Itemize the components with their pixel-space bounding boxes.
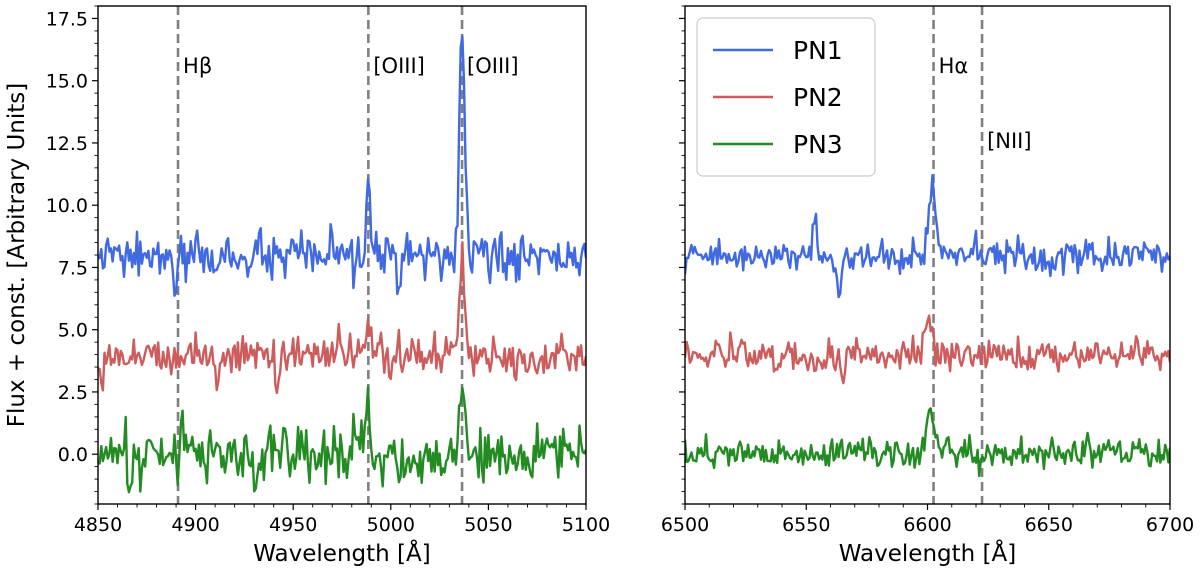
left-panel: Hβ [OIII] [OIII] 4850 4900 4950 5000 5050 5100 0.… — [4, 5, 610, 567]
left-series-pn2 — [98, 241, 586, 395]
left-y-tick-label: 15.0 — [46, 71, 88, 93]
left-series-pn1 — [98, 35, 586, 297]
right-emission-line-label-0: Hα — [939, 54, 969, 78]
legend: PN1 PN2 PN3 — [696, 17, 876, 177]
right-panel: Hα [NII] 6500 6550 6600 6650 6700 Wavelength [Å… — [661, 5, 1194, 567]
right-series-pn2 — [685, 314, 1170, 385]
left-y-tick-label: 12.5 — [46, 133, 88, 155]
right-x-axis-title: Wavelength [Å] — [839, 539, 1016, 567]
legend-label-pn2: PN2 — [793, 83, 843, 112]
left-x-axis-title: Wavelength [Å] — [253, 539, 430, 567]
left-series-pn3 — [98, 386, 586, 494]
left-x-tick-label: 5100 — [562, 514, 610, 536]
left-y-tick-label: 17.5 — [46, 8, 88, 30]
right-x-tick-label: 6550 — [782, 514, 830, 536]
right-emission-line-label-1: [NII] — [987, 129, 1031, 153]
left-emission-line-label-1: [OIII] — [373, 54, 425, 78]
legend-box — [696, 17, 876, 177]
left-y-axis-title: Flux + const. [Arbitrary Units] — [4, 83, 30, 428]
left-y-tick-label: 0.0 — [58, 444, 88, 466]
right-series-pn1 — [685, 174, 1170, 299]
right-x-tick-label: 6500 — [661, 514, 709, 536]
left-emission-line-label-0: Hβ — [183, 54, 212, 78]
left-y-tick-label: 7.5 — [58, 257, 88, 279]
legend-label-pn3: PN3 — [793, 130, 843, 159]
left-y-tick-label: 5.0 — [58, 320, 88, 342]
right-series-pn3 — [685, 407, 1170, 478]
right-x-tick-label: 6600 — [903, 514, 951, 536]
right-x-tick-label: 6700 — [1146, 514, 1194, 536]
left-x-tick-label: 4900 — [171, 514, 219, 536]
right-x-tick-label: 6650 — [1025, 514, 1073, 536]
left-y-tick-label: 10.0 — [46, 195, 88, 217]
left-x-tick-label: 5050 — [464, 514, 512, 536]
left-y-tick-label: 2.5 — [58, 382, 88, 404]
left-x-tick-label: 4950 — [269, 514, 317, 536]
left-x-tick-label: 4850 — [74, 514, 122, 536]
left-x-tick-label: 5000 — [367, 514, 415, 536]
left-emission-line-label-2: [OIII] — [467, 54, 518, 78]
legend-label-pn1: PN1 — [793, 36, 843, 65]
